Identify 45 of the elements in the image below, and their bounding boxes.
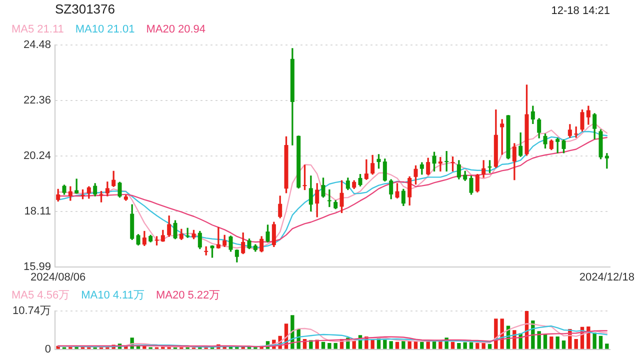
y-tick-label: 15.99 bbox=[23, 260, 51, 273]
bar bbox=[592, 332, 596, 349]
bar bbox=[321, 342, 326, 349]
bar bbox=[488, 344, 492, 349]
text: MA20 5.22万 bbox=[156, 290, 220, 302]
bar bbox=[426, 340, 430, 349]
bar bbox=[469, 342, 474, 349]
chart-title: SZ301376 bbox=[55, 2, 115, 17]
bar bbox=[457, 342, 461, 349]
bar bbox=[562, 340, 566, 349]
bar bbox=[463, 342, 467, 349]
bar bbox=[450, 342, 455, 349]
text: MA5 4.56万 bbox=[12, 290, 70, 302]
bar bbox=[395, 342, 400, 349]
bar bbox=[556, 336, 560, 349]
bar bbox=[420, 342, 424, 349]
bar bbox=[328, 342, 332, 349]
y-tick-label: 24.48 bbox=[23, 39, 51, 52]
text: MA10 4.11万 bbox=[81, 290, 144, 302]
bar bbox=[370, 339, 374, 349]
y-tick-label: 22.36 bbox=[23, 94, 51, 106]
bar bbox=[402, 341, 406, 349]
bar bbox=[574, 339, 578, 349]
y-tick-label: 18.11 bbox=[24, 205, 51, 218]
bar bbox=[438, 340, 442, 349]
bar bbox=[550, 336, 554, 349]
text: MA5 21.11 bbox=[12, 24, 64, 36]
y-tick-label: 0 bbox=[44, 343, 51, 356]
y-tick-label: 10.74万 bbox=[12, 305, 51, 318]
bar bbox=[352, 340, 356, 349]
text: MA10 21.01 bbox=[75, 24, 135, 36]
bar bbox=[605, 344, 609, 349]
bar bbox=[543, 334, 548, 349]
bar bbox=[334, 342, 338, 349]
bar bbox=[383, 340, 387, 349]
y-tick-label: 20.24 bbox=[23, 150, 51, 162]
x-tick-label: 2024/08/06 bbox=[30, 271, 86, 284]
bar bbox=[598, 336, 603, 349]
text: 12-18 14:21 bbox=[551, 5, 610, 18]
text: MA20 20.94 bbox=[146, 24, 206, 36]
bar bbox=[476, 342, 480, 349]
bar bbox=[389, 341, 393, 349]
x-tick-label: 2024/12/18 bbox=[579, 271, 634, 284]
bar bbox=[537, 331, 541, 349]
bar bbox=[408, 340, 412, 349]
